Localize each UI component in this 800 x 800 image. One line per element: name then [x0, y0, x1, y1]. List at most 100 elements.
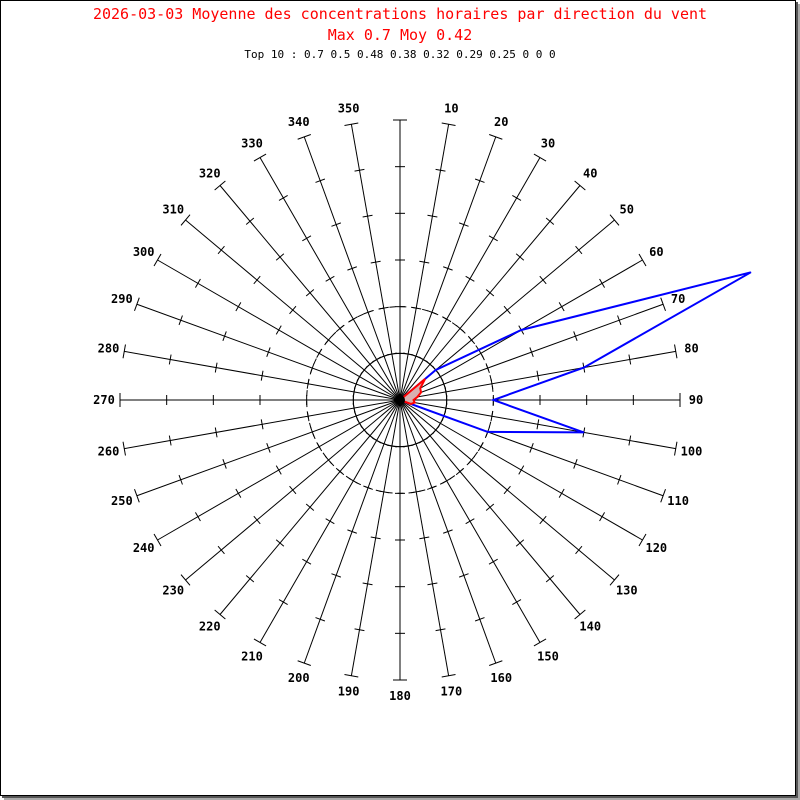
direction-label-310: 310	[162, 203, 184, 217]
spoke-tick	[153, 533, 162, 547]
data-point	[420, 391, 422, 393]
spoke-tick	[441, 674, 456, 678]
data-point	[416, 396, 418, 398]
data-point	[410, 403, 412, 405]
direction-label-210: 210	[241, 649, 263, 663]
direction-label-10: 10	[444, 101, 458, 115]
spoke-tick	[609, 574, 620, 586]
spoke-tick	[638, 533, 647, 547]
spoke-tick	[660, 489, 666, 503]
spoke-tick	[617, 315, 622, 326]
data-point	[492, 399, 494, 401]
spoke-tick	[558, 302, 565, 312]
spoke-tick	[489, 134, 503, 140]
spoke-tick	[275, 539, 285, 547]
spoke-tick	[545, 575, 555, 583]
spoke-tick	[315, 178, 326, 183]
direction-label-300: 300	[133, 245, 155, 259]
direction-label-280: 280	[98, 342, 120, 356]
direction-label-30: 30	[541, 137, 555, 151]
spoke-tick	[529, 347, 534, 357]
direction-label-20: 20	[494, 115, 508, 129]
spoke-tick	[419, 260, 430, 264]
spoke-tick	[465, 275, 475, 282]
direction-label-140: 140	[579, 620, 601, 634]
spoke-tick	[518, 465, 525, 475]
spoke-tick	[609, 214, 620, 226]
spoke-tick	[575, 545, 583, 555]
spoke-tick	[674, 344, 678, 359]
direction-label-180: 180	[389, 689, 411, 703]
direction-label-100: 100	[681, 444, 703, 458]
spoke-tick	[178, 315, 183, 326]
spoke-tick	[427, 582, 438, 586]
spoke-tick	[474, 178, 485, 183]
spoke-tick	[599, 278, 606, 288]
spoke-tick	[660, 297, 666, 311]
spoke-tick	[134, 297, 140, 311]
spoke-tick	[628, 435, 632, 446]
spoke-tick	[168, 435, 172, 446]
spoke-tick	[370, 260, 381, 264]
spoke-tick	[575, 245, 583, 255]
spoke-tick	[573, 331, 578, 342]
spoke-tick	[558, 488, 565, 498]
direction-label-350: 350	[338, 101, 360, 115]
spoke-tick	[122, 441, 126, 456]
spoke-tick	[485, 503, 495, 511]
data-point	[487, 431, 489, 433]
direction-label-70: 70	[671, 292, 685, 306]
spoke-tick	[435, 168, 446, 172]
spoke-tick	[266, 347, 271, 357]
data-point	[424, 378, 426, 380]
spoke-tick	[134, 489, 140, 503]
data-point	[583, 431, 585, 433]
spoke-tick	[180, 214, 191, 226]
spoke-tick	[512, 194, 522, 201]
spoke-tick	[222, 331, 227, 342]
spoke-tick	[488, 235, 498, 242]
direction-label-110: 110	[667, 494, 689, 508]
spoke-tick	[536, 419, 540, 430]
spoke-tick	[638, 253, 647, 267]
direction-label-250: 250	[111, 494, 133, 508]
direction-label-240: 240	[133, 541, 155, 555]
spoke-tick	[253, 153, 267, 162]
spoke-tick	[441, 122, 456, 126]
spoke-tick	[344, 674, 359, 678]
spoke-tick	[217, 545, 225, 555]
spoke-tick	[485, 289, 495, 297]
direction-label-50: 50	[620, 203, 634, 217]
spoke-tick	[214, 362, 218, 373]
spoke-tick	[275, 325, 282, 335]
direction-label-170: 170	[441, 685, 463, 699]
spoke-tick	[214, 609, 226, 620]
spoke-tick	[297, 660, 311, 666]
spoke-tick	[275, 465, 282, 475]
spoke-tick	[443, 529, 453, 534]
spoke-tick	[539, 275, 547, 285]
spoke-tick	[344, 122, 359, 126]
center-dot	[395, 395, 405, 405]
spoke-tick	[222, 458, 227, 469]
spoke-tick	[315, 617, 326, 622]
spoke-tick	[362, 214, 373, 218]
spoke-tick	[122, 344, 126, 359]
spoke-tick	[260, 419, 264, 430]
spoke-tick	[545, 217, 555, 225]
spoke-tick	[503, 305, 511, 315]
spoke-tick	[539, 515, 547, 525]
spoke-tick	[297, 134, 311, 140]
spoke-tick	[245, 217, 255, 225]
spoke-tick	[275, 253, 285, 261]
direction-label-120: 120	[645, 541, 667, 555]
spoke-tick	[443, 266, 453, 271]
spoke-tick	[458, 222, 469, 227]
spoke-tick	[347, 529, 357, 534]
direction-label-340: 340	[288, 115, 310, 129]
spoke-tick	[574, 180, 586, 191]
data-point	[520, 329, 522, 331]
spoke-tick	[347, 266, 357, 271]
data-point	[750, 271, 752, 273]
